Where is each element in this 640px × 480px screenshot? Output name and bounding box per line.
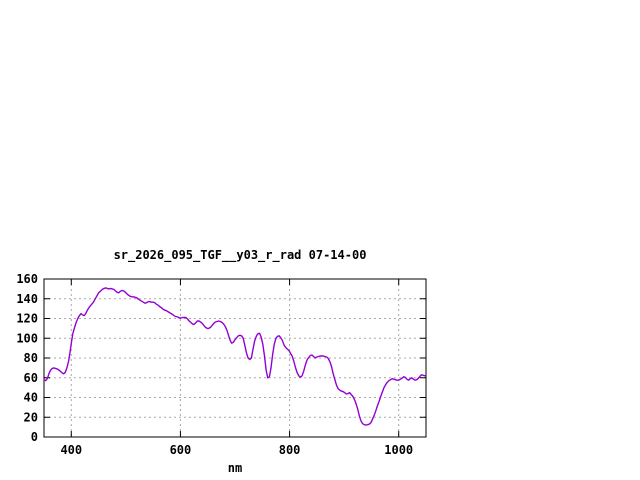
y-tick-label: 80 [24, 351, 38, 365]
y-tick-label: 140 [16, 292, 38, 306]
x-tick-label: 600 [170, 443, 192, 457]
y-tick-label: 20 [24, 410, 38, 424]
y-tick-label: 60 [24, 371, 38, 385]
y-tick-label: 0 [31, 430, 38, 444]
y-tick-label: 160 [16, 272, 38, 286]
x-tick-label: 400 [60, 443, 82, 457]
y-tick-label: 100 [16, 331, 38, 345]
x-tick-label: 800 [279, 443, 301, 457]
x-tick-label: 1000 [384, 443, 413, 457]
data-series-line [43, 287, 426, 426]
y-tick-label: 40 [24, 391, 38, 405]
chart-title: sr_2026_095_TGF__y03_r_rad 07-14-00 [113, 248, 367, 262]
x-axis-label: nm [227, 461, 243, 475]
y-tick-label: 120 [16, 312, 38, 326]
